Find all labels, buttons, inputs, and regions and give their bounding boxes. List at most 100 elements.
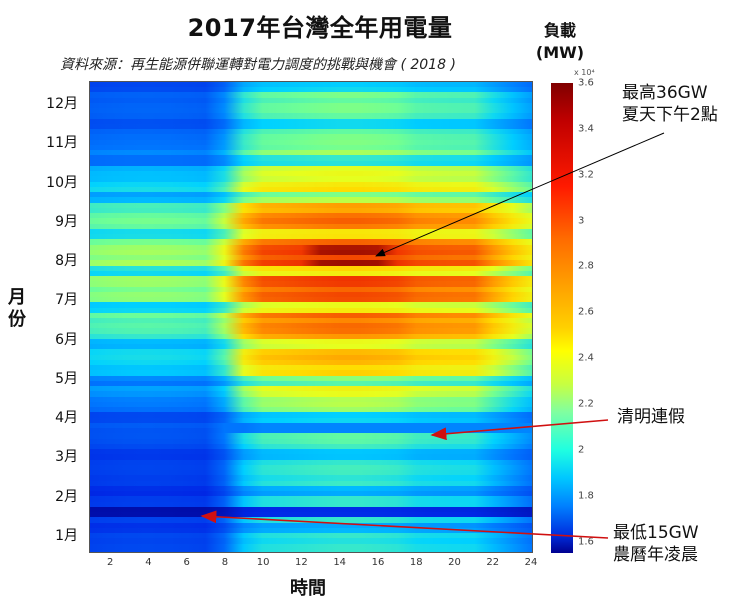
heatmap-row	[90, 318, 532, 324]
heatmap-row	[90, 506, 532, 513]
colorbar-tick-label: 2	[578, 444, 585, 456]
heatmap-row	[90, 218, 532, 225]
colorbar-tick-label: 3	[578, 215, 585, 227]
x-tick-label: 14	[333, 557, 347, 568]
heatmap-row	[90, 359, 532, 366]
peak-annotation-line1: 最高36GW	[622, 83, 708, 103]
peak-annotation-line2: 夏天下午2點	[622, 105, 718, 125]
x-tick-label: 4	[145, 557, 152, 568]
heatmap-row	[90, 249, 532, 256]
heatmap-row	[90, 428, 532, 434]
colorbar-tick-label: 2.8	[578, 260, 594, 272]
heatmap-row	[90, 433, 532, 440]
y-tick-label: 3月	[55, 449, 78, 466]
heatmap-row	[90, 491, 532, 497]
heatmap-row	[90, 255, 532, 261]
heatmap-row	[90, 129, 532, 136]
heatmap-row	[90, 307, 532, 314]
heatmap-row	[90, 401, 532, 408]
heatmap-row	[90, 449, 532, 455]
peak-annotation: 最高36GW 夏天下午2點	[622, 82, 718, 126]
heatmap-row	[90, 375, 532, 382]
x-tick-label: 22	[486, 557, 500, 568]
heatmap-row	[90, 291, 532, 298]
y-tick-label: 12月	[46, 96, 78, 112]
y-tick-label: 9月	[55, 213, 78, 230]
colorbar-exponent: x 10⁴	[574, 68, 595, 77]
heatmap-row	[90, 538, 532, 545]
y-tick-label: 7月	[55, 292, 78, 309]
heatmap-row	[90, 323, 532, 330]
heatmap-row	[90, 118, 532, 125]
heatmap-row	[90, 92, 532, 99]
y-tick-label: 8月	[55, 253, 78, 270]
heatmap-row	[90, 197, 532, 204]
heatmap-row	[90, 286, 532, 293]
heatmap-row	[90, 123, 532, 130]
heatmap-row	[90, 181, 532, 188]
colorbar-tick-label: 3.4	[578, 123, 594, 135]
heatmap-row	[90, 186, 532, 193]
heatmap-row	[90, 354, 532, 361]
low-annotation-line2: 農曆年凌晨	[613, 545, 698, 565]
heatmap-row	[90, 464, 532, 471]
y-tick-label: 1月	[55, 528, 78, 544]
qingming-annotation: 清明連假	[617, 407, 685, 427]
heatmap-row	[90, 202, 532, 209]
y-tick-label: 11月	[46, 135, 78, 152]
heatmap-row	[90, 192, 532, 198]
x-tick-label: 6	[183, 557, 190, 568]
colorbar-tick-label: 2.2	[578, 398, 594, 410]
heatmap-row	[90, 213, 532, 219]
heatmap-row	[90, 370, 532, 377]
x-tick-label: 10	[256, 557, 270, 568]
colorbar-tick-label: 2.4	[578, 352, 594, 364]
heatmap-row	[90, 87, 532, 94]
low-annotation-line1: 最低15GW	[613, 523, 699, 543]
heatmap-plot-area	[89, 81, 533, 553]
heatmap-row	[90, 475, 532, 482]
heatmap-row	[90, 470, 532, 476]
heatmap-row	[90, 155, 532, 162]
x-tick-label: 2	[106, 557, 114, 568]
colorbar-title: 負載 (MW)	[530, 20, 590, 64]
heatmap-row	[90, 438, 532, 445]
colorbar-tick-label: 3.6	[578, 77, 594, 89]
heatmap-row	[90, 270, 532, 277]
heatmap-row	[90, 302, 532, 309]
heatmap-row	[90, 82, 532, 88]
heatmap-row	[90, 512, 532, 518]
heatmap-row	[90, 459, 532, 466]
heatmap-row	[90, 165, 532, 172]
heatmap-row	[90, 480, 532, 487]
heatmap-row	[90, 391, 532, 398]
heatmap-row	[90, 349, 532, 356]
heatmap-row	[90, 171, 532, 177]
heatmap-row	[90, 234, 532, 240]
heatmap-row	[90, 412, 532, 419]
heatmap-row	[90, 333, 532, 340]
heatmap-row	[90, 344, 532, 351]
colorbar-tick-label: 1.8	[578, 490, 594, 502]
heatmap-row	[90, 108, 532, 115]
heatmap-row	[90, 443, 532, 450]
heatmap-row	[90, 485, 532, 492]
colorbar-tick-label: 3.2	[578, 169, 594, 181]
heatmap-row	[90, 223, 532, 230]
x-tick-label: 12	[295, 557, 308, 568]
x-tick-label: 16	[371, 557, 385, 568]
heatmap-row	[90, 422, 532, 429]
colorbar-title-line2: (MW)	[535, 43, 585, 62]
heatmap-row	[90, 260, 532, 267]
heatmap-row	[90, 134, 532, 141]
heatmap-row	[90, 417, 532, 424]
heatmap-row	[90, 139, 532, 146]
x-axis-title: 時間	[290, 578, 326, 599]
heatmap-row	[90, 496, 532, 503]
low-annotation: 最低15GW 農曆年凌晨	[613, 522, 699, 566]
heatmap-row	[90, 160, 532, 167]
heatmap-row	[90, 328, 532, 335]
y-tick-label: 2月	[55, 488, 78, 505]
heatmap-row	[90, 501, 532, 508]
colorbar-title-line1: 負載	[543, 21, 576, 40]
